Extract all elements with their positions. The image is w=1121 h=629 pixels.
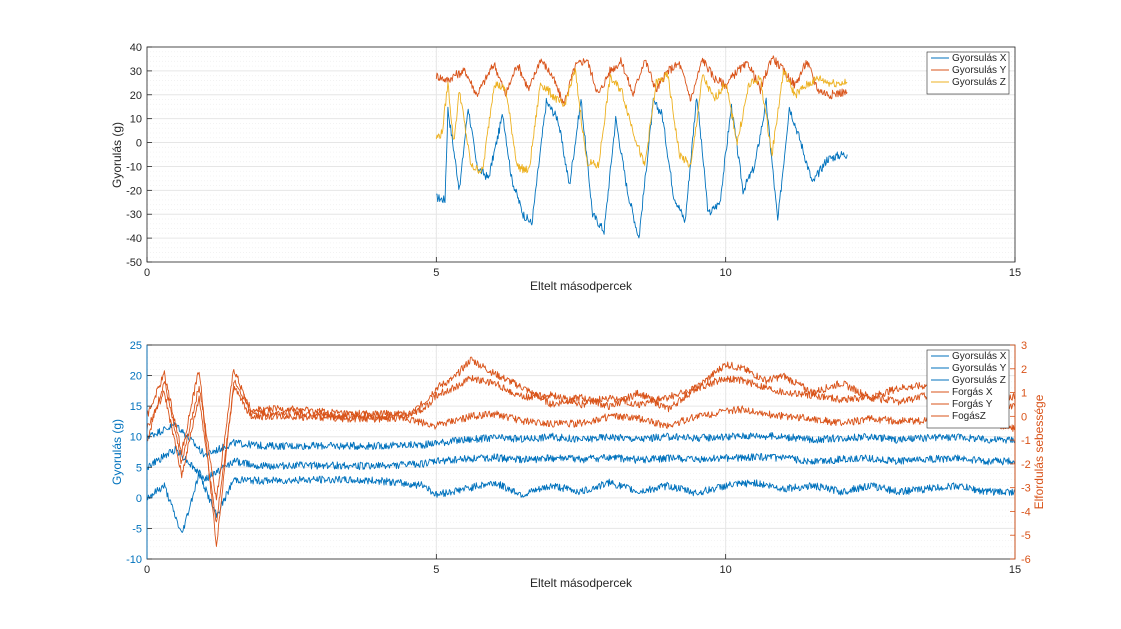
legend-entry-label: Gyorsulás X xyxy=(952,53,1007,64)
series-line-gyorsulás-y xyxy=(146,445,1016,482)
y-tick-label: 5 xyxy=(136,462,142,474)
bottom-plot-ylabel-right: Elfordulás sebessége xyxy=(1032,394,1046,509)
top-plot-series xyxy=(435,55,848,239)
series-line-gyorsulás-x xyxy=(436,97,848,239)
y-tick-label: 0 xyxy=(136,138,142,150)
y-tick-label: -5 xyxy=(132,523,142,535)
legend-entry-label: Forgás X xyxy=(952,387,993,398)
y-tick-label: 20 xyxy=(130,90,142,102)
series-line-gyorsulás-z xyxy=(435,68,848,174)
y-tick-label: 30 xyxy=(130,66,142,78)
top-plot: 0 5 10 15 -50 -40 -30 -20 -10 0 10 20 30 40 Eltelt má… xyxy=(110,42,1021,293)
bottom-plot-xlabel: Eltelt másodpercek xyxy=(530,576,633,590)
top-plot-xlabel: Eltelt másodpercek xyxy=(530,279,633,293)
legend-entry-label: Gyorsulás X xyxy=(952,351,1007,362)
legend-entry-label: FogásZ xyxy=(952,411,986,422)
y-right-tick-label: -4 xyxy=(1021,506,1031,518)
top-plot-ylabel: Gyorulás (g) xyxy=(110,122,124,188)
legend-entry-label: Gyorsulás Y xyxy=(952,363,1007,374)
top-plot-ticks: 0 5 10 15 -50 -40 -30 -20 -10 0 10 20 30 40 xyxy=(126,42,1021,279)
y-right-tick-label: -5 xyxy=(1021,530,1031,542)
legend-box xyxy=(926,51,1010,95)
x-tick-label: 15 xyxy=(1009,267,1021,279)
y-right-tick-label: 2 xyxy=(1021,364,1027,376)
legend-entry-label: Gyorsulás Y xyxy=(952,65,1007,76)
series-line-gyorsulás-y xyxy=(435,55,848,107)
legend-entry-label: Forgás Y xyxy=(952,399,993,410)
bottom-plot-ylabel-left: Gyorulás (g) xyxy=(110,419,124,485)
y-tick-label: -10 xyxy=(126,554,142,566)
series-line-forgás-y xyxy=(146,370,1016,547)
y-right-tick-label: 0 xyxy=(1021,411,1027,423)
y-right-tick-label: -6 xyxy=(1021,554,1031,566)
y-tick-label: 0 xyxy=(136,493,142,505)
y-tick-label: 40 xyxy=(130,42,142,54)
y-tick-label: 25 xyxy=(130,340,142,352)
y-tick-label: -10 xyxy=(126,161,142,173)
x-tick-label: 10 xyxy=(720,267,732,279)
top-plot-grid xyxy=(146,46,1016,263)
series-line-gyorsulás-x xyxy=(146,421,1016,458)
y-right-tick-label: -2 xyxy=(1021,459,1031,471)
x-tick-label: 5 xyxy=(433,267,439,279)
y-tick-label: -50 xyxy=(126,257,142,269)
y-right-tick-label: -3 xyxy=(1021,483,1031,495)
bottom-plot-series xyxy=(146,356,1016,547)
x-tick-label: 5 xyxy=(433,564,439,576)
x-tick-label: 10 xyxy=(720,564,732,576)
y-tick-label: 10 xyxy=(130,432,142,444)
x-tick-label: 0 xyxy=(144,267,150,279)
x-tick-label: 0 xyxy=(144,564,150,576)
y-right-tick-label: 1 xyxy=(1021,388,1027,400)
y-tick-label: 10 xyxy=(130,114,142,126)
legend-box xyxy=(926,349,1010,429)
y-tick-label: -40 xyxy=(126,233,142,245)
x-tick-label: 15 xyxy=(1009,564,1021,576)
y-tick-label: 15 xyxy=(130,401,142,413)
legend-entry-label: Gyorsulás Z xyxy=(952,375,1006,386)
y-tick-label: -20 xyxy=(126,185,142,197)
top-plot-frame xyxy=(146,46,1016,263)
y-right-tick-label: 3 xyxy=(1021,340,1027,352)
series-line-gyorsulás-z xyxy=(146,471,1016,533)
legend-entry-label: Gyorsulás Z xyxy=(952,77,1006,88)
y-tick-label: 20 xyxy=(130,371,142,383)
series-line-fogász xyxy=(146,386,1016,523)
y-tick-label: -30 xyxy=(126,209,142,221)
y-right-tick-label: -1 xyxy=(1021,435,1031,447)
